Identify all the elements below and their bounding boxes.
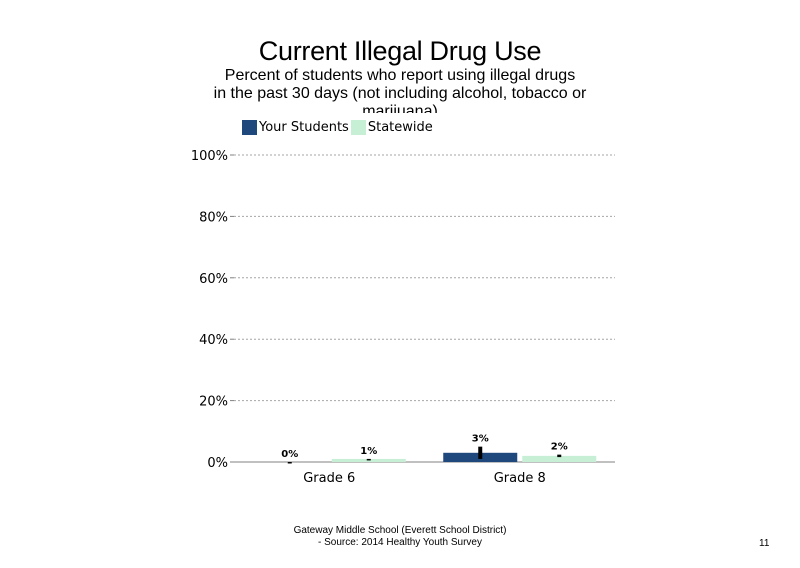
x-tick-label: Grade 8: [494, 471, 546, 486]
subtitle-line-3: marijuana): [362, 103, 438, 113]
chart-legend: Your Students Statewide: [242, 118, 435, 136]
error-bar: [287, 462, 292, 464]
y-tick-label: 40%: [199, 333, 228, 348]
page-number: 11: [759, 538, 770, 549]
bar: [331, 458, 406, 462]
y-tick-label: 60%: [199, 272, 228, 287]
data-label: 1%: [360, 446, 377, 457]
y-tick-label: 80%: [199, 210, 228, 225]
y-tick-label: 20%: [199, 395, 228, 410]
bar: [522, 455, 597, 462]
legend-swatch-statewide: [350, 119, 366, 135]
error-bar: [557, 454, 562, 458]
x-tick-label: Grade 6: [303, 471, 355, 486]
y-tick-label: 100%: [191, 149, 228, 164]
legend-swatch-your-students: [242, 119, 257, 135]
data-label: 2%: [551, 442, 568, 453]
chart-subtitle: Percent of students who report using ill…: [180, 67, 620, 113]
footer-source: - Source: 2014 Healthy Youth Survey: [318, 537, 482, 548]
legend-label-your-students: Your Students: [259, 119, 349, 135]
footer-school: Gateway Middle School (Everett School Di…: [293, 525, 507, 536]
slide-footer: Gateway Middle School (Everett School Di…: [200, 525, 600, 549]
subtitle-line-1: Percent of students who report using ill…: [224, 67, 576, 84]
error-bar: [478, 446, 483, 459]
error-bar: [366, 458, 371, 461]
legend-item-statewide: Statewide: [350, 119, 433, 135]
data-label: 3%: [472, 434, 489, 445]
legend-label-statewide: Statewide: [367, 119, 433, 135]
data-label: 0%: [281, 449, 298, 460]
legend-item-your-students: Your Students: [242, 119, 349, 135]
chart-title: Current Illegal Drug Use: [258, 36, 542, 66]
y-tick-label: 0%: [207, 456, 228, 471]
subtitle-line-2: in the past 30 days (not including alcoh…: [213, 85, 587, 102]
